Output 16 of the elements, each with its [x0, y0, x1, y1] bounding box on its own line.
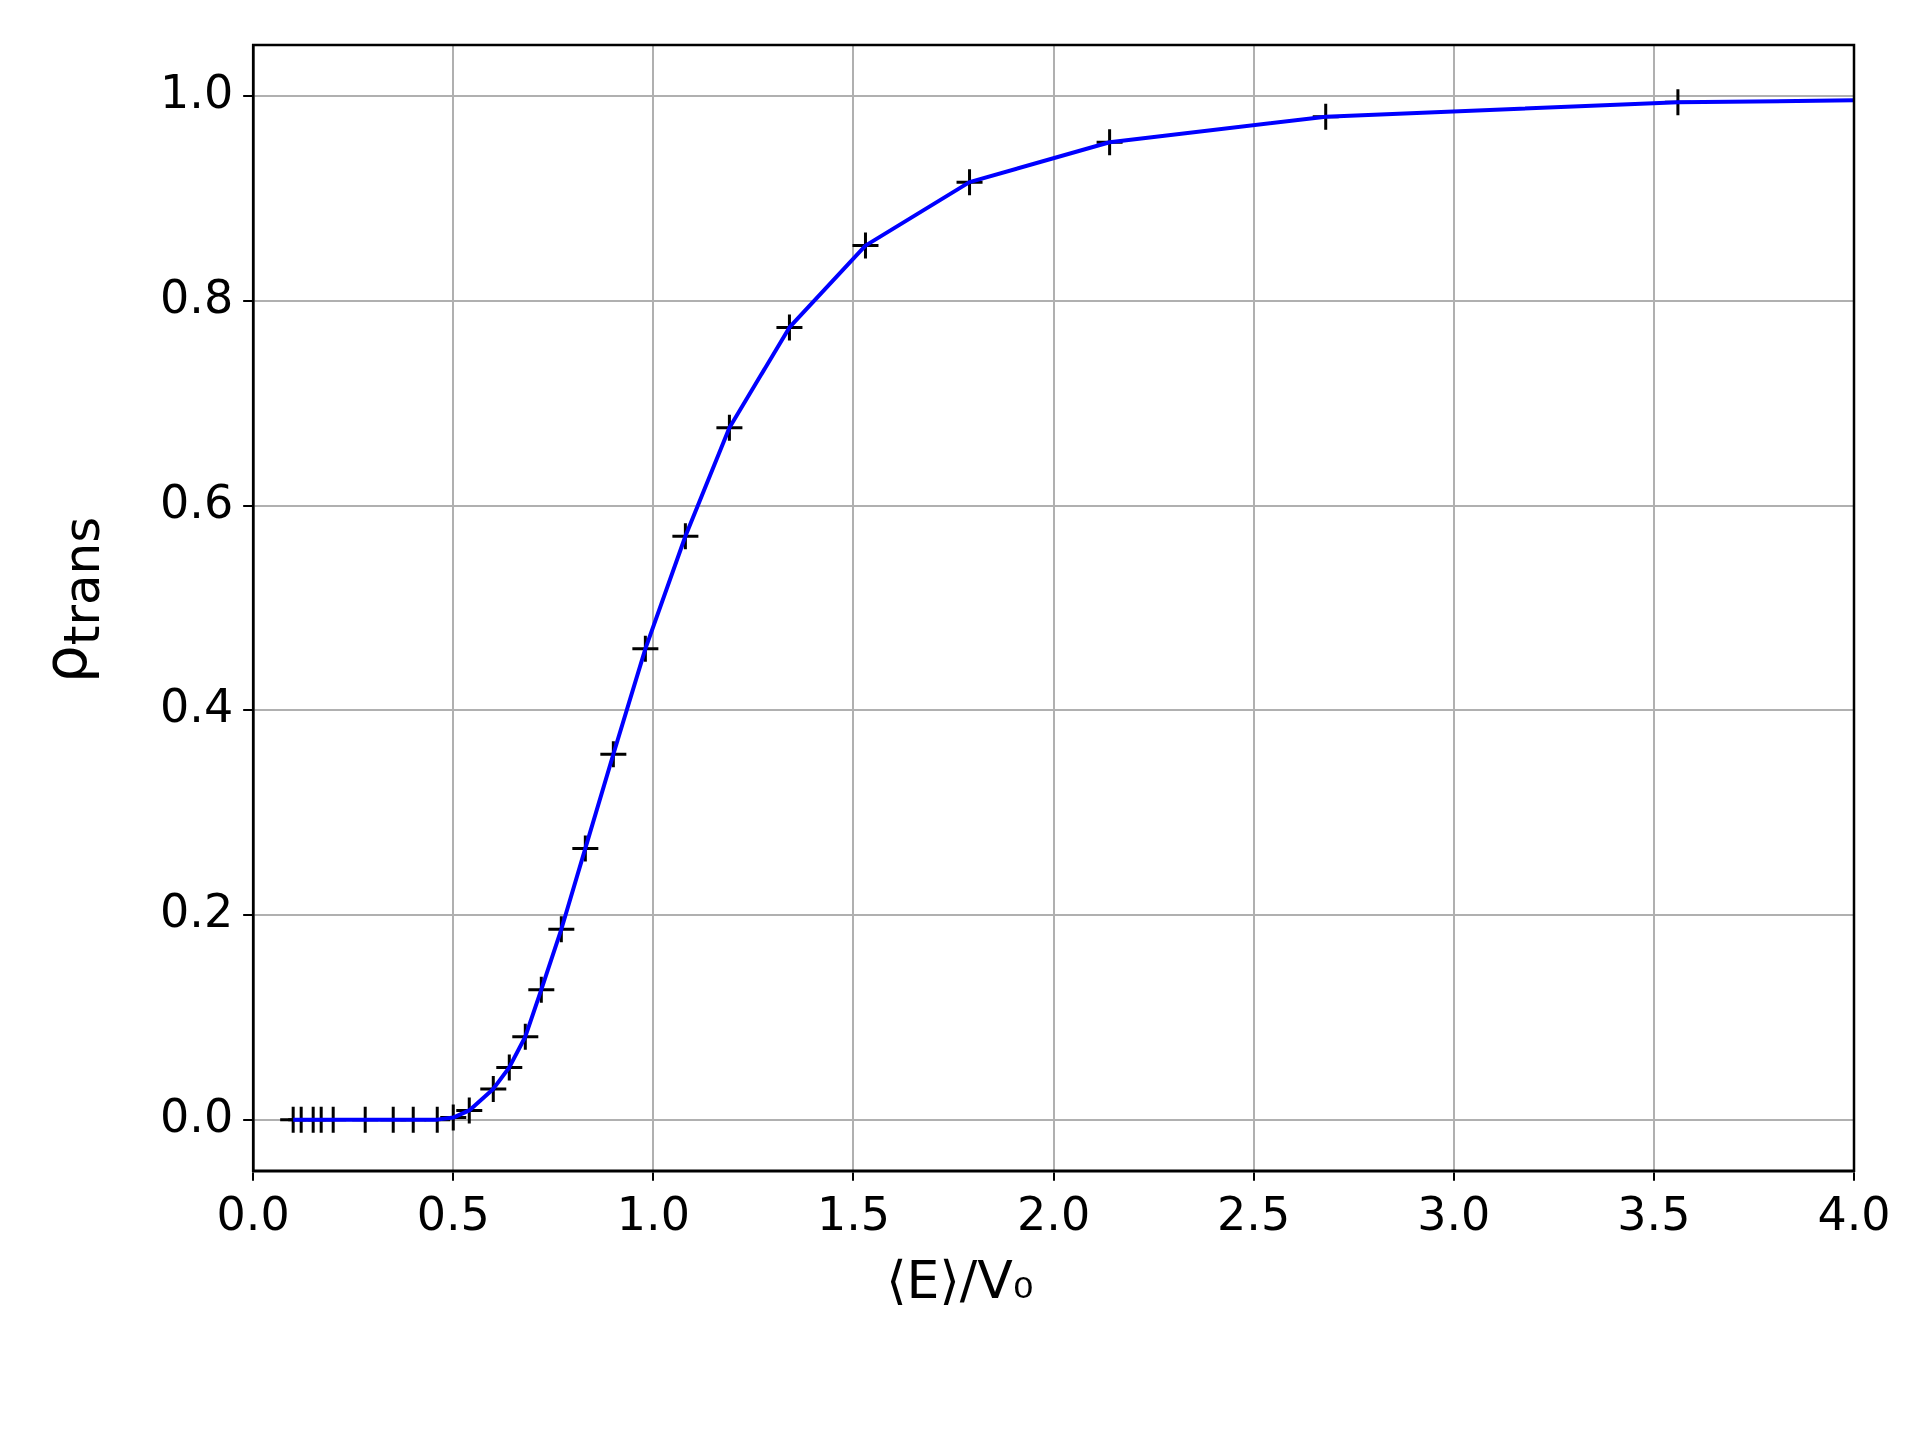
x-tick-label: 3.0	[1417, 1187, 1491, 1242]
y-tick-label: 0.6	[160, 474, 234, 529]
y-tick-label: 0.4	[160, 679, 234, 734]
x-tick-label: 3.5	[1617, 1187, 1691, 1242]
x-tick-label: 1.0	[616, 1187, 690, 1242]
y-tick-label: 1.0	[160, 65, 234, 120]
x-tick-label: 4.0	[1817, 1187, 1891, 1242]
y-tick-label: 0.0	[160, 1088, 234, 1143]
x-tick-label: 2.0	[1017, 1187, 1091, 1242]
y-tick-label: 0.8	[160, 269, 234, 324]
y-tick-label: 0.2	[160, 883, 234, 938]
x-axis-title: ⟨E⟩/V₀	[885, 1250, 1035, 1310]
x-tick-label: 2.5	[1217, 1187, 1291, 1242]
x-tick-label: 0.0	[216, 1187, 290, 1242]
x-tick-label: 1.5	[816, 1187, 891, 1242]
x-tick-label: 0.5	[416, 1187, 490, 1242]
